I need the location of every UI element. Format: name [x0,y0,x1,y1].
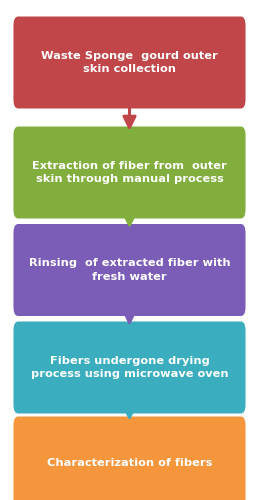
FancyBboxPatch shape [13,126,246,218]
Text: Waste Sponge  gourd outer
skin collection: Waste Sponge gourd outer skin collection [41,50,218,74]
Text: Characterization of fibers: Characterization of fibers [47,458,212,468]
Text: Rinsing  of extracted fiber with
fresh water: Rinsing of extracted fiber with fresh wa… [29,258,230,282]
Text: Extraction of fiber from  outer
skin through manual process: Extraction of fiber from outer skin thro… [32,160,227,184]
FancyBboxPatch shape [13,322,246,414]
FancyBboxPatch shape [13,416,246,500]
Text: Fibers undergone drying
process using microwave oven: Fibers undergone drying process using mi… [31,356,228,380]
FancyBboxPatch shape [13,16,246,108]
FancyBboxPatch shape [13,224,246,316]
